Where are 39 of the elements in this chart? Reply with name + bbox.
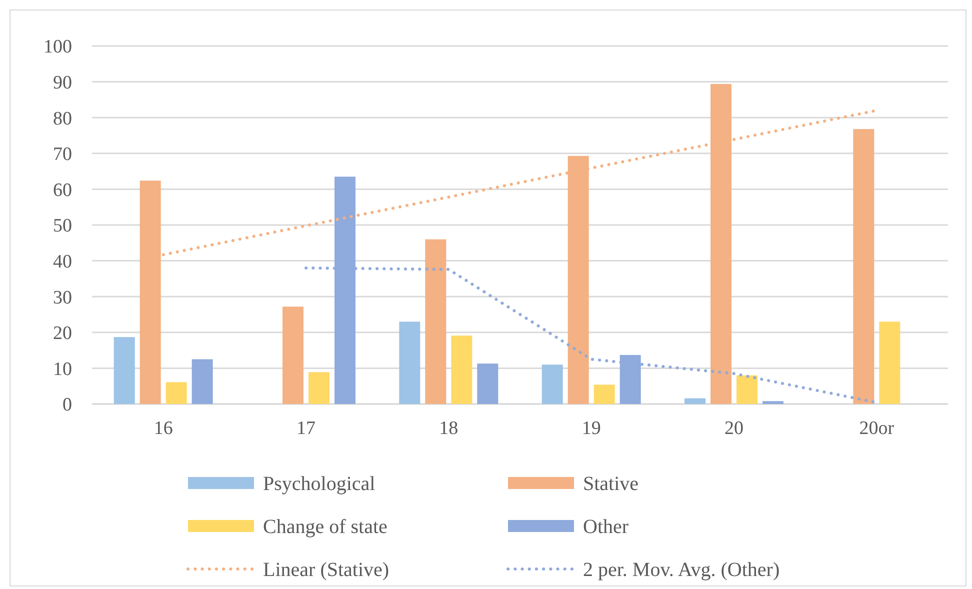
bar xyxy=(542,364,563,404)
legend-label: Change of state xyxy=(263,516,388,538)
x-tick-label: 17 xyxy=(296,418,316,439)
bar xyxy=(594,384,615,404)
bar xyxy=(166,382,187,404)
y-tick-label: 60 xyxy=(53,180,72,201)
bar xyxy=(684,398,706,404)
bar xyxy=(425,239,446,404)
bar xyxy=(114,337,135,404)
bar xyxy=(736,375,758,404)
bar xyxy=(282,306,304,404)
y-tick-label: 10 xyxy=(53,358,72,380)
bar xyxy=(308,372,330,404)
bar xyxy=(477,364,498,404)
y-tick-label: 70 xyxy=(53,144,72,166)
y-tick-label: 30 xyxy=(53,287,72,308)
x-tick-label: 16 xyxy=(154,418,173,439)
x-tick-label: 18 xyxy=(439,418,458,439)
x-tick-label: 20or xyxy=(859,418,895,439)
y-tick-label: 50 xyxy=(53,216,72,237)
y-tick-label: 40 xyxy=(53,251,72,272)
legend-label: Psychological xyxy=(263,473,376,495)
y-tick-label: 100 xyxy=(44,36,72,58)
x-tick-label: 20 xyxy=(724,418,744,439)
bar xyxy=(879,322,900,404)
legend-label: Other xyxy=(583,516,629,538)
bar xyxy=(451,336,472,404)
y-tick-label: 0 xyxy=(62,394,72,416)
legend-label: Linear (Stative) xyxy=(263,559,390,581)
bar xyxy=(192,359,213,404)
bar xyxy=(399,322,420,404)
bar xyxy=(853,129,874,404)
bar xyxy=(762,401,784,404)
y-tick-label: 80 xyxy=(53,108,72,130)
y-tick-label: 20 xyxy=(53,323,72,344)
legend-label: Stative xyxy=(583,473,639,495)
y-tick-label: 90 xyxy=(53,72,72,94)
x-tick-label: 19 xyxy=(582,418,601,439)
legend-label: 2 per. Mov. Avg. (Other) xyxy=(583,559,780,581)
